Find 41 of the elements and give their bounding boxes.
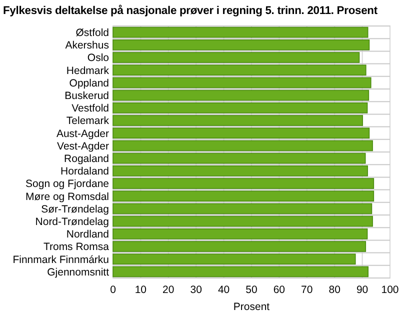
bar bbox=[112, 152, 366, 164]
y-tick-label: Vestfold bbox=[72, 102, 110, 115]
y-tick-label: Gjennomsnitt bbox=[47, 266, 110, 278]
bar bbox=[112, 216, 373, 227]
y-tick-label: Oppland bbox=[69, 77, 110, 90]
x-tick-label: 100 bbox=[381, 284, 399, 296]
y-tick-label: Sogn og Fjordane bbox=[26, 178, 110, 190]
x-tick-label: 30 bbox=[190, 284, 202, 296]
y-tick-label: Østfold bbox=[76, 26, 110, 39]
x-tick-label: 0 bbox=[110, 284, 116, 296]
bar bbox=[112, 140, 373, 152]
x-tick-label: 90 bbox=[356, 284, 368, 296]
y-tick-label: Finnmark Finnmárku bbox=[12, 254, 110, 266]
y-tick-label: Rogaland bbox=[64, 152, 110, 165]
y-tick-label: Hordaland bbox=[60, 166, 110, 178]
x-axis-title: Prosent bbox=[233, 301, 270, 313]
y-tick-label: Hedmark bbox=[66, 64, 110, 77]
x-tick-label: 70 bbox=[301, 284, 313, 296]
y-tick-label: Nordland bbox=[66, 228, 110, 241]
x-tick-label: 20 bbox=[162, 284, 174, 296]
bar bbox=[112, 90, 370, 101]
bar bbox=[112, 266, 369, 278]
y-tick-label: Sør-Trøndelag bbox=[41, 203, 110, 216]
x-tick-label: 50 bbox=[246, 284, 258, 296]
chart-title: Fylkesvis deltakelse på nasjonale prøver i regning 5. trinn. 2011. Prosent bbox=[3, 4, 378, 17]
x-tick-label: 40 bbox=[218, 284, 230, 296]
bar bbox=[112, 26, 368, 38]
x-tick-label: 10 bbox=[134, 284, 147, 296]
y-tick-label: Telemark bbox=[66, 115, 110, 128]
bar bbox=[112, 203, 372, 214]
y-tick-label: Oslo bbox=[87, 52, 110, 64]
x-tick-label: 60 bbox=[273, 284, 286, 296]
x-tick-label: 80 bbox=[328, 284, 341, 296]
y-tick-label: Møre og Romsdal bbox=[26, 190, 109, 203]
y-tick-label: Aust-Agder bbox=[56, 128, 110, 140]
y-tick-label: Troms Romsa bbox=[43, 241, 110, 254]
y-tick-label: Nord-Trøndelag bbox=[35, 216, 110, 228]
y-tick-label: Buskerud bbox=[64, 90, 110, 102]
y-tick-label: Vest-Agder bbox=[57, 140, 110, 152]
bar bbox=[112, 77, 372, 88]
y-tick-label: Akershus bbox=[65, 40, 109, 52]
